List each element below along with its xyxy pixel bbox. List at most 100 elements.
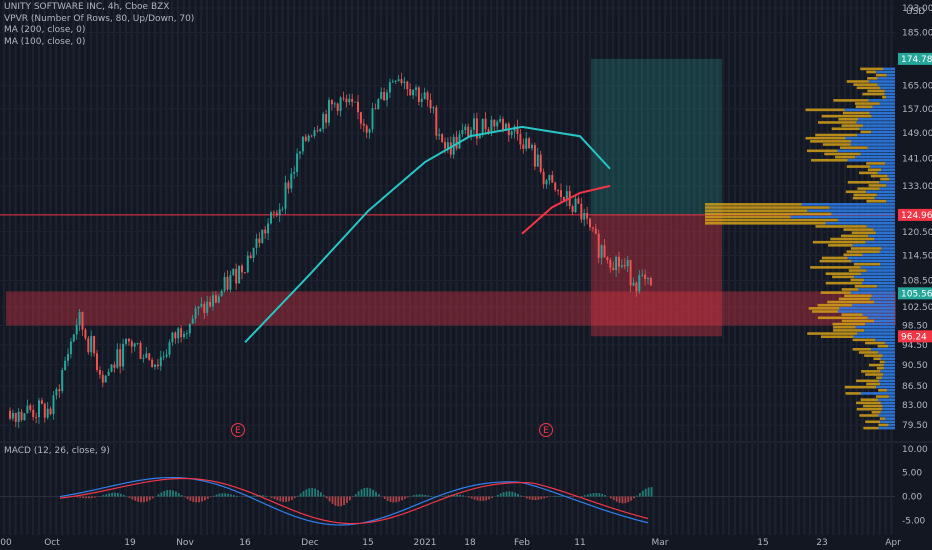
macd-histogram-bar: [119, 493, 122, 497]
macd-histogram-bar: [378, 494, 380, 497]
vpvr-bar-down: [856, 86, 880, 90]
candle-body: [107, 371, 110, 376]
candle-body: [328, 100, 330, 123]
macd-histogram-bar: [172, 490, 174, 497]
macd-histogram-bar: [137, 496, 140, 502]
candle-body: [330, 100, 333, 105]
candle-body: [380, 92, 383, 100]
candle-body: [400, 79, 403, 84]
macd-histogram-bar: [401, 496, 403, 501]
vpvr-bar-up: [879, 86, 895, 90]
vpvr-bar-up: [882, 407, 895, 411]
candle-body: [20, 411, 23, 421]
vpvr-bar-up: [889, 177, 895, 181]
indicator-ma-100[interactable]: MA (100, close, 0): [4, 36, 86, 47]
vpvr-bar-down: [705, 209, 808, 212]
macd-histogram-bar: [543, 496, 546, 499]
y-tick-label: 149.00: [902, 129, 932, 139]
vpvr-bar-down: [873, 357, 881, 361]
candle-body: [374, 108, 377, 110]
candle-body: [386, 92, 388, 101]
macd-histogram-bar: [470, 496, 473, 499]
candle-body: [531, 144, 533, 149]
indicator-ma-200[interactable]: MA (200, close, 0): [4, 25, 86, 35]
candle-body: [197, 306, 200, 309]
candle-body: [426, 92, 429, 100]
candle-body: [354, 101, 357, 103]
earnings-marker-0[interactable]: E: [231, 423, 245, 437]
candle-body: [32, 409, 35, 418]
candle-body: [536, 154, 539, 167]
candle-body: [238, 265, 241, 284]
macd-histogram-bar: [641, 490, 644, 497]
vpvr-bar-down: [853, 262, 881, 266]
macd-histogram-bar: [189, 496, 192, 501]
macd-histogram-bar: [282, 496, 285, 502]
candle-body: [423, 92, 426, 99]
vpvr-bar-up: [864, 329, 895, 332]
vpvr-bar-down: [848, 269, 867, 272]
entry-price-tag-text: 124.96: [901, 211, 932, 221]
vpvr-bar-up: [878, 351, 895, 354]
candle-body: [14, 413, 17, 422]
macd-histogram-bar: [372, 489, 374, 497]
candle-body: [26, 405, 29, 414]
vpvr-bar-down: [812, 240, 866, 244]
vpvr-bar-down: [850, 247, 882, 250]
macd-y-tick-label: 10.00: [902, 445, 928, 455]
macd-histogram-bar: [291, 496, 293, 500]
candle-body: [93, 336, 96, 354]
indicator-vpvr[interactable]: VPVR (Number Of Rows, 80, Up/Down, 70): [4, 13, 195, 24]
target-price-tag-text: 174.78: [901, 55, 932, 65]
vpvr-bar-up: [876, 193, 895, 197]
vpvr-bar-down: [868, 184, 887, 187]
candle-body: [136, 342, 139, 344]
macd-histogram-bar: [256, 495, 258, 497]
candle-body: [249, 255, 252, 259]
vpvr-bar-up: [870, 297, 895, 301]
candle-body: [148, 353, 151, 360]
macd-histogram-bar: [383, 496, 386, 499]
macd-histogram-bar: [105, 494, 108, 497]
x-tick-label: 00: [0, 538, 12, 548]
candle-body: [116, 349, 119, 368]
macd-histogram-bar: [459, 494, 461, 497]
candle-body: [313, 130, 316, 137]
candle-body: [635, 282, 638, 292]
vpvr-bar-up: [861, 281, 895, 285]
candle-body: [499, 119, 502, 122]
candle-body: [188, 323, 191, 334]
y-tick-label: 165.00: [902, 82, 932, 92]
x-tick-label: 11: [574, 538, 585, 548]
macd-histogram-bar: [412, 495, 415, 497]
candle-body: [127, 338, 130, 342]
y-tick-label: 193.00: [902, 4, 932, 14]
macd-histogram-bar: [209, 496, 212, 498]
vpvr-bar-up: [876, 385, 895, 389]
macd-histogram-bar: [520, 495, 522, 497]
vpvr-bar-up: [884, 360, 895, 364]
candle-body: [35, 417, 38, 418]
vpvr-bar-down: [853, 193, 877, 197]
vpvr-bar-down: [860, 398, 878, 402]
vpvr-bar-up: [880, 420, 895, 424]
candle-body: [548, 175, 551, 181]
macd-histogram-bar: [375, 491, 377, 497]
candle-body: [438, 134, 441, 136]
vpvr-bar-up: [883, 67, 895, 71]
candle-body: [180, 328, 183, 338]
candle-body: [557, 189, 560, 191]
macd-histogram-bar: [630, 496, 633, 501]
candle-body: [212, 295, 214, 307]
macd-legend[interactable]: MACD (12, 26, close, 9): [4, 446, 110, 456]
macd-signal-line: [59, 477, 649, 525]
earnings-marker-1[interactable]: E: [539, 423, 553, 437]
current-price-tag: 105.56: [898, 287, 932, 300]
macd-histogram-bar: [476, 496, 479, 501]
vpvr-bar-up: [851, 303, 895, 307]
vpvr-bar-down: [818, 121, 857, 124]
vpvr-bar-down: [879, 360, 885, 364]
vpvr-bar-up: [801, 203, 895, 206]
target-price-tag: 174.78: [898, 52, 932, 65]
